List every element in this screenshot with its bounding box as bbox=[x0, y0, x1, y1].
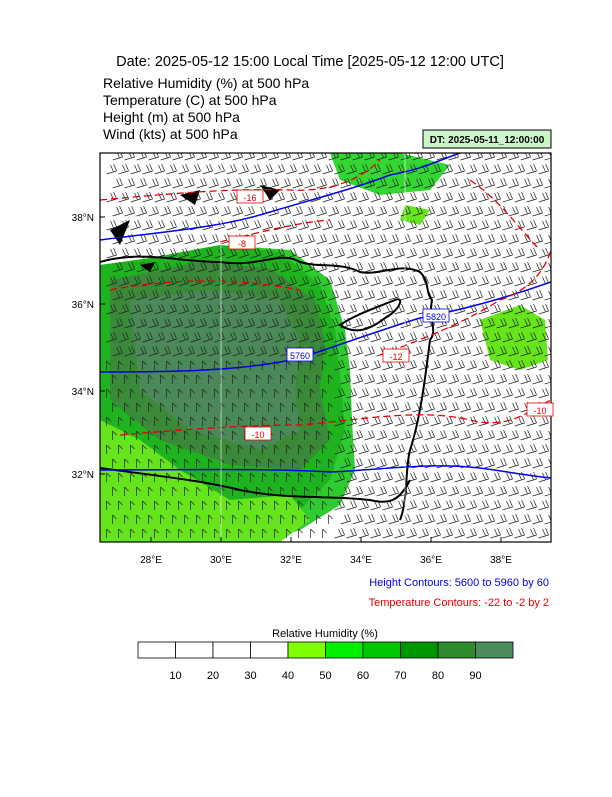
colorbar-box bbox=[250, 641, 289, 659]
info-line: Relative Humidity (%) at 500 hPa bbox=[103, 75, 309, 91]
height-contour bbox=[100, 153, 461, 241]
colorbar-label: 80 bbox=[432, 670, 444, 682]
height-legend: Height Contours: 5600 to 5960 by 60 bbox=[369, 577, 549, 589]
lon-label: 30°E bbox=[210, 555, 232, 566]
coastline bbox=[338, 298, 402, 332]
colorbar-label: 20 bbox=[207, 670, 219, 682]
info-line: Height (m) at 500 hPa bbox=[103, 109, 240, 125]
colorbar-label: 10 bbox=[169, 670, 181, 682]
colorbar-label: 60 bbox=[357, 670, 369, 682]
height-contour bbox=[100, 465, 551, 479]
info-line: Temperature (C) at 500 hPa bbox=[103, 92, 277, 108]
temperature-legend: Temperature Contours: -22 to -2 by 2 bbox=[369, 597, 549, 609]
barb-pattern bbox=[106, 153, 551, 539]
colorbar-box bbox=[287, 641, 326, 659]
contour-label-box bbox=[236, 189, 264, 204]
colorbar: 10 20 30 40 50 60 70 80 90 bbox=[137, 641, 514, 682]
height-contour bbox=[100, 281, 551, 373]
lon-label: 28°E bbox=[140, 555, 162, 566]
contour-label: 5820 bbox=[426, 312, 446, 322]
contour-label: -10 bbox=[251, 430, 264, 440]
wind-barbs bbox=[106, 153, 551, 539]
labels: 38°N 36°N 34°N 32°N 28°E 30°E 32°E 34°E 36°E 38°E… bbox=[72, 189, 554, 566]
humid-region bbox=[100, 420, 310, 542]
colorbar-box bbox=[475, 641, 514, 659]
lon-label: 36°E bbox=[420, 555, 442, 566]
colorbar-label: 90 bbox=[469, 670, 481, 682]
lon-label: 34°E bbox=[350, 555, 372, 566]
lat-label: 38°N bbox=[72, 213, 94, 224]
coastline bbox=[100, 467, 411, 503]
map-frame bbox=[99, 152, 552, 543]
lon-label: 32°E bbox=[280, 555, 302, 566]
colorbar-box bbox=[362, 641, 401, 659]
colorbar-box bbox=[437, 641, 476, 659]
contour-label: -12 bbox=[389, 352, 402, 362]
colorbar-title: Relative Humidity (%) bbox=[272, 628, 378, 640]
colorbar-label: 50 bbox=[319, 670, 331, 682]
dt-text: DT: 2025-05-11_12:00:00 bbox=[430, 135, 545, 146]
lat-label: 36°N bbox=[72, 300, 94, 311]
contour-label-box bbox=[526, 402, 554, 417]
map-area bbox=[100, 153, 551, 542]
colorbar-label: 40 bbox=[282, 670, 294, 682]
colorbar-label: 30 bbox=[244, 670, 256, 682]
humid-region bbox=[330, 153, 450, 195]
colorbar-box bbox=[325, 641, 364, 659]
lat-label: 32°N bbox=[72, 470, 94, 481]
coastline bbox=[100, 255, 435, 521]
lat-label: 34°N bbox=[72, 387, 94, 398]
humid-region bbox=[480, 305, 548, 370]
contour-label: -8 bbox=[238, 239, 246, 249]
contour-label-box bbox=[228, 235, 256, 250]
contour-label: 5760 bbox=[290, 351, 310, 361]
contour-label: -10 bbox=[533, 406, 546, 416]
dt-box bbox=[422, 129, 552, 149]
colorbar-box bbox=[175, 641, 214, 659]
contour-label-box bbox=[244, 426, 272, 441]
contour-label: -16 bbox=[243, 193, 256, 203]
colorbar-box bbox=[212, 641, 251, 659]
colorbar-box bbox=[137, 641, 176, 659]
contour-label-box bbox=[422, 308, 450, 323]
colorbar-box bbox=[400, 641, 439, 659]
contour-label-box bbox=[286, 347, 314, 362]
title: Date: 2025-05-12 15:00 Local Time [2025-… bbox=[116, 54, 504, 70]
colorbar-label: 70 bbox=[394, 670, 406, 682]
islands bbox=[110, 185, 280, 272]
info-line: Wind (kts) at 500 hPa bbox=[103, 126, 238, 142]
temperature-contour bbox=[100, 159, 551, 436]
lon-label: 38°E bbox=[490, 555, 512, 566]
contour-label-box bbox=[382, 348, 410, 363]
